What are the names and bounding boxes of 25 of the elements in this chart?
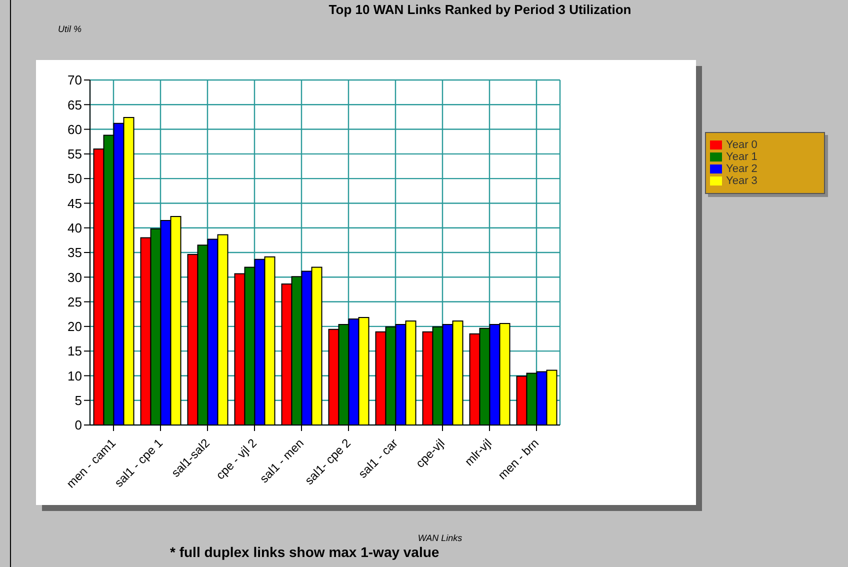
- y-tick-label: 50: [68, 171, 82, 186]
- y-tick-label: 60: [68, 122, 82, 137]
- legend-label: Year 3: [726, 175, 758, 188]
- y-tick-label: 10: [68, 368, 82, 384]
- y-axis-title: Util %: [58, 24, 82, 34]
- y-tick-label: 35: [68, 245, 82, 260]
- y-tick-label: 65: [68, 97, 82, 112]
- x-tick-label: men - brn: [495, 436, 542, 482]
- y-tick-label: 0: [74, 418, 82, 433]
- y-tick-label: 25: [68, 294, 82, 310]
- legend-label: Year 2: [726, 163, 758, 176]
- chart-title: Top 10 WAN Links Ranked by Period 3 Utilization: [328, 2, 632, 17]
- y-tick-label: 30: [68, 270, 82, 285]
- legend-label: Year 1: [726, 151, 758, 164]
- x-axis-title: WAN Links: [416, 533, 464, 543]
- y-tick-label: 15: [68, 344, 82, 359]
- y-tick-label: 45: [68, 196, 82, 211]
- y-tick-label: 20: [68, 319, 82, 334]
- y-tick-label: 55: [68, 146, 82, 162]
- y-tick-label: 5: [74, 392, 82, 408]
- y-tick-label: 70: [68, 72, 82, 88]
- x-tick-label: sal1 - car: [356, 436, 400, 481]
- y-tick-label: 40: [68, 220, 82, 236]
- legend-label: Year 0: [726, 139, 758, 151]
- text: * full duplex links show max 1-way value: [170, 544, 440, 560]
